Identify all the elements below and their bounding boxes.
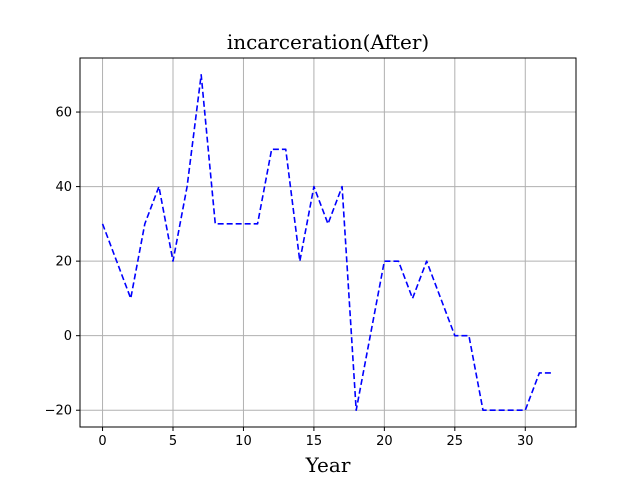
y-tick-label: 60 (55, 106, 72, 121)
y-tick-label: 40 (55, 180, 72, 195)
x-axis-label: Year (305, 453, 351, 477)
ticks: 0 5 10 15 20 25 30 −20 0 20 40 60 (45, 106, 534, 449)
y-tick-label: 20 (55, 255, 72, 270)
y-tick-label: −20 (45, 404, 72, 419)
x-tick-label: 15 (306, 434, 323, 449)
x-tick-label: 10 (235, 434, 252, 449)
x-tick-label: 25 (447, 434, 464, 449)
x-tick-label: 5 (169, 434, 177, 449)
y-tick-label: 0 (64, 329, 72, 344)
grid (80, 58, 576, 427)
x-tick-label: 20 (376, 434, 393, 449)
x-tick-label: 30 (517, 434, 534, 449)
x-tick-label: 0 (98, 434, 106, 449)
chart-title: incarceration(After) (227, 30, 429, 54)
series-layer (101, 73, 554, 412)
series-line (101, 73, 554, 412)
plot-frame (79, 57, 577, 428)
